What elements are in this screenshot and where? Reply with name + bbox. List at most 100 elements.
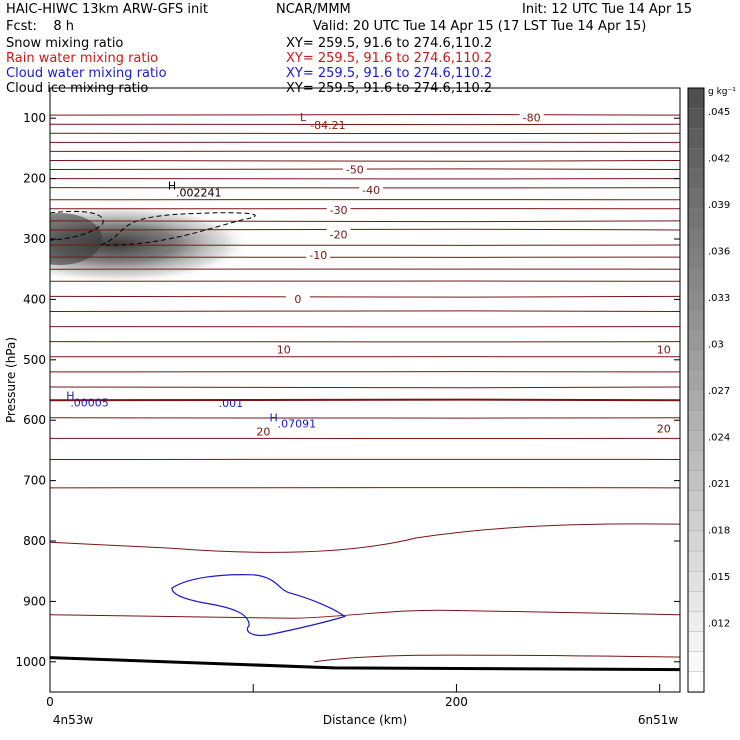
colorbar-step: [687, 369, 705, 391]
colorbar-step: [687, 349, 705, 371]
isotherm-label: -50: [346, 163, 364, 176]
colorbar-step: [687, 289, 705, 311]
isotherm-line: [50, 113, 680, 116]
y-tick-label: 1000: [15, 655, 46, 669]
isotherm-line: [50, 310, 680, 312]
isotherm-line: [50, 178, 680, 180]
colorbar-step: [687, 148, 705, 170]
contour-annotation: L: [300, 111, 307, 124]
isotherm-line: [50, 228, 680, 231]
terrain-line: [50, 656, 680, 672]
colorbar-level-label: .039: [708, 200, 730, 211]
header-init-time: Init: 12 UTC Tue 14 Apr 15: [522, 2, 693, 17]
isotherm-line: [50, 123, 680, 126]
plot-frame: [49, 87, 681, 693]
colorbar-unit: g kg⁻¹: [708, 87, 736, 97]
colorbar-step: [687, 389, 705, 411]
x-axis-label: Distance (km): [323, 713, 407, 727]
y-tick-label: 800: [23, 534, 46, 548]
colorbar-step: [687, 87, 705, 109]
isotherm-label: -10: [309, 249, 327, 262]
y-tick-label: 600: [23, 413, 46, 427]
contour-annotation: .07091: [278, 417, 317, 430]
cloud-ice-contour: [100, 212, 256, 246]
field-label-cloud-water: Cloud water mixing ratio: [6, 66, 167, 81]
isotherm-label: 0: [294, 293, 301, 306]
y-tick-label: 100: [23, 111, 46, 125]
colorbar-step: [687, 671, 705, 693]
isotherm-line: [50, 326, 680, 328]
colorbar-level-label: .03: [708, 340, 724, 351]
colorbar-frame: [687, 87, 705, 693]
colorbar-level-label: .021: [708, 479, 730, 490]
x-tick-label: 0: [46, 695, 54, 709]
isotherm-line: [50, 437, 680, 440]
isotherm-line: [50, 159, 680, 162]
header-forecast-hour: Fcst: 8 h: [6, 19, 75, 34]
contour-annotation: -84.21: [310, 119, 345, 132]
isotherm-line: [50, 198, 680, 201]
snow-shading-core: [50, 213, 103, 265]
isotherm-line: [50, 132, 680, 135]
colorbar-level-label: .015: [708, 572, 730, 583]
field-label-rain: Rain water mixing ratio: [6, 51, 159, 66]
isotherm-line: [50, 295, 680, 298]
field-label-snow: Snow mixing ratio: [6, 36, 124, 51]
y-tick-label: 300: [23, 232, 46, 246]
cloud-water-contour: [171, 574, 346, 636]
snow-shading: [50, 203, 253, 284]
colorbar-step: [687, 107, 705, 129]
contour-annotation: .00005: [70, 396, 109, 409]
y-tick-label: 900: [23, 594, 46, 608]
field-xy-cloud-water: XY= 259.5, 91.6 to 274.6,110.2: [286, 66, 493, 81]
isotherm-line: [50, 386, 680, 389]
isotherm-label: -30: [330, 204, 348, 217]
isotherm-label: -20: [330, 229, 348, 242]
colorbar-step: [687, 530, 705, 552]
isotherm-line: [50, 268, 680, 271]
isotherm-label: -80: [523, 111, 541, 124]
colorbar-step: [687, 228, 705, 250]
colorbar-step: [687, 651, 705, 673]
colorbar-step: [687, 269, 705, 290]
field-xy-rain: XY= 259.5, 91.6 to 274.6,110.2: [286, 51, 493, 66]
isotherm-line: [50, 256, 680, 258]
colorbar-step: [687, 490, 705, 512]
isotherm-label: -40: [362, 184, 380, 197]
colorbar-step: [687, 409, 705, 431]
isotherm-line: [50, 340, 680, 343]
colorbar-step: [687, 550, 705, 572]
isotherm-line: [50, 609, 680, 619]
isotherm-label: 20: [657, 422, 671, 435]
x-tick-label: 200: [445, 695, 468, 709]
isotherm-line: [50, 141, 680, 144]
isotherm-line: [50, 356, 680, 358]
x-end-label-right: 6n51w: [638, 713, 679, 727]
isotherm-line: [50, 417, 680, 419]
contour-annotation: H: [66, 390, 74, 403]
isotherm-label: 10: [657, 343, 671, 356]
colorbar-level-label: .012: [708, 618, 730, 629]
colorbar-level-label: .042: [708, 154, 730, 165]
colorbar-step: [687, 430, 705, 452]
colorbar-step: [687, 631, 705, 653]
colorbar-step: [687, 188, 705, 210]
contour-annotation: H: [269, 411, 277, 424]
colorbar-level-label: .027: [708, 386, 730, 397]
colorbar-step: [687, 510, 705, 532]
colorbar-level-label: .045: [708, 107, 730, 118]
colorbar-step: [687, 591, 705, 613]
isotherm-label: 10: [277, 343, 291, 356]
y-tick-label: 500: [23, 353, 46, 367]
colorbar-step: [687, 309, 705, 331]
isotherm-line: [50, 398, 680, 402]
isotherm-line: [50, 244, 680, 247]
colorbar-level-label: .033: [708, 293, 730, 304]
isotherm-line: [50, 523, 680, 553]
field-xy-snow: XY= 259.5, 91.6 to 274.6,110.2: [286, 36, 493, 51]
y-tick-label: 400: [23, 292, 46, 306]
colorbar-step: [687, 450, 705, 472]
isotherm-line: [50, 458, 680, 461]
